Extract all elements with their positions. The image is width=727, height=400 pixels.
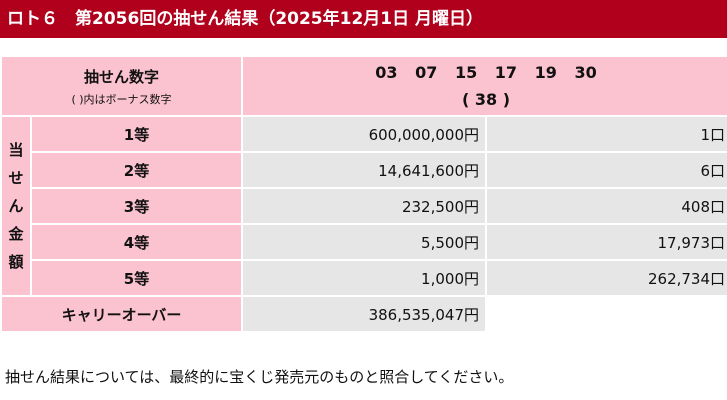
winner-count: 6口 <box>487 153 727 187</box>
prize-row-4: 4等 5,500円 17,973口 <box>2 225 727 259</box>
carryover-row: キャリーオーバー 386,535,047円 <box>2 297 727 331</box>
winner-count: 262,734口 <box>487 261 727 295</box>
prize-amount: 5,500円 <box>243 225 485 259</box>
prize-amount: 232,500円 <box>243 189 485 223</box>
winner-count: 17,973口 <box>487 225 727 259</box>
side-label-char: ん <box>8 197 24 215</box>
winning-number: 07 <box>415 63 438 82</box>
winning-number: 15 <box>454 63 478 82</box>
carryover-amount: 386,535,047円 <box>243 297 485 331</box>
prize-grade: 3等 <box>32 189 241 223</box>
carryover-label: キャリーオーバー <box>2 297 241 331</box>
prize-amount-side-label: 当 せ ん 金 額 <box>2 117 30 295</box>
winning-numbers-label-cell: 抽せん数字 ( )内はボーナス数字 <box>2 57 241 115</box>
prize-amount: 1,000円 <box>243 261 485 295</box>
winning-numbers-label: 抽せん数字 <box>83 67 159 86</box>
prize-row-1: 当 せ ん 金 額 1等 600,000,000円 1口 <box>2 117 727 295</box>
empty-cell <box>487 297 727 331</box>
winning-numbers-cell: 03 07 15 17 19 30 ( 38 ) <box>243 57 727 115</box>
page-title: ロト６ 第2056回の抽せん結果（2025年12月1日 月曜日） <box>0 0 727 38</box>
prize-row-3: 3等 232,500円 408口 <box>2 189 727 223</box>
winning-numbers-row: 抽せん数字 ( )内はボーナス数字 03 07 15 17 19 30 ( 38… <box>2 57 727 115</box>
winner-count: 1口 <box>487 117 727 151</box>
prize-grade: 1等 <box>32 117 241 151</box>
side-label-char: せ <box>8 169 24 187</box>
prize-amount: 14,641,600円 <box>243 153 485 187</box>
bonus-number: ( 38 ) <box>461 90 511 109</box>
winning-number: 19 <box>534 63 557 82</box>
disclaimer-note: 抽せん結果については、最終的に宝くじ発売元のものと照合してください。 <box>5 368 514 386</box>
side-label-char: 当 <box>8 141 24 159</box>
winning-number: 03 <box>375 63 398 82</box>
prize-amount: 600,000,000円 <box>243 117 485 151</box>
prize-row-2: 2等 14,641,600円 6口 <box>2 153 727 187</box>
lottery-result-table: 抽せん数字 ( )内はボーナス数字 03 07 15 17 19 30 ( 38… <box>0 55 727 333</box>
winning-number: 17 <box>494 63 518 82</box>
side-label-char: 額 <box>8 253 24 271</box>
main-numbers: 03 07 15 17 19 30 <box>243 63 727 82</box>
winner-count: 408口 <box>487 189 727 223</box>
winning-number: 30 <box>574 63 597 82</box>
bonus-note-label: ( )内はボーナス数字 <box>71 92 172 106</box>
prize-grade: 2等 <box>32 153 241 187</box>
prize-grade: 5等 <box>32 261 241 295</box>
prize-grade: 4等 <box>32 225 241 259</box>
prize-row-5: 5等 1,000円 262,734口 <box>2 261 727 295</box>
side-label-char: 金 <box>8 225 24 243</box>
